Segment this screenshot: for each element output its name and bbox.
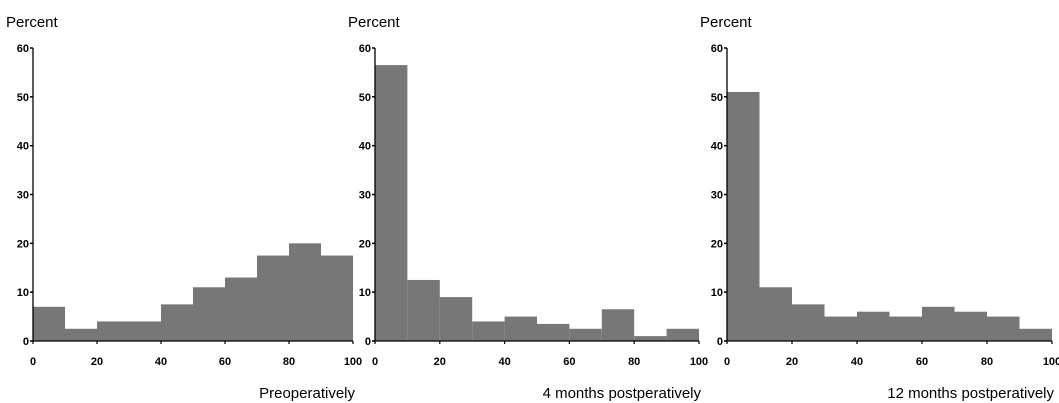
bar (129, 321, 161, 341)
y-tick-label: 30 (359, 190, 371, 202)
y-tick-label: 20 (17, 238, 29, 250)
y-tick-label: 60 (17, 43, 29, 55)
bar (857, 311, 890, 341)
y-tick-label: 10 (711, 287, 723, 299)
y-tick-label: 10 (359, 287, 371, 299)
bar (97, 321, 129, 341)
y-axis-label: Percent (348, 14, 401, 31)
y-tick-label: 50 (17, 92, 29, 104)
bar (472, 321, 505, 341)
y-tick-label: 10 (17, 287, 29, 299)
bar (65, 328, 97, 341)
bar (792, 304, 825, 341)
chart-panel-3: 0 10 20 30 40 50 60 0 20 40 60 80 100 Percent 12 month… (700, 14, 1059, 402)
bar (601, 309, 635, 341)
bar (987, 316, 1020, 341)
chart-panel-2: 0 10 20 30 40 50 60 0 20 40 60 80 100 Percent 4 months… (348, 14, 708, 402)
y-tick-label: 60 (711, 43, 723, 55)
x-tick-label: 100 (1043, 356, 1059, 368)
y-tick-label: 40 (359, 141, 371, 153)
x-tick-label: 80 (981, 356, 993, 368)
x-tick-label: 80 (628, 356, 640, 368)
bar (504, 316, 537, 341)
y-tick-label: 40 (711, 141, 723, 153)
bar (759, 287, 792, 341)
x-tick-label: 100 (690, 356, 708, 368)
bar (824, 316, 857, 341)
x-tick-label: 20 (786, 356, 798, 368)
y-tick-label: 0 (717, 336, 723, 348)
y-axis-label: Percent (700, 14, 753, 31)
bar (634, 336, 667, 341)
bar (33, 306, 65, 341)
x-axis-label: Preoperatively (259, 385, 355, 402)
bar (569, 328, 602, 341)
x-tick-label: 40 (155, 356, 167, 368)
y-tick-label: 0 (365, 336, 371, 348)
bar (289, 243, 321, 341)
bar (257, 255, 289, 341)
bar (225, 277, 257, 341)
bar (889, 316, 922, 341)
chart-panel-1: 0 10 20 30 40 50 60 0 20 40 60 80 100 Percent Preopera… (6, 14, 362, 402)
x-tick-label: 20 (91, 356, 103, 368)
x-axis-label: 12 months postperatively (887, 385, 1054, 402)
bar (922, 306, 955, 341)
bar (321, 255, 353, 341)
x-tick-label: 0 (30, 356, 36, 368)
bar (375, 65, 408, 341)
bar (954, 311, 987, 341)
x-tick-label: 60 (916, 356, 928, 368)
bar (1019, 328, 1052, 341)
y-tick-label: 60 (359, 43, 371, 55)
y-tick-label: 20 (359, 238, 371, 250)
bar (439, 297, 473, 341)
x-tick-label: 40 (851, 356, 863, 368)
y-tick-label: 30 (711, 190, 723, 202)
bar (193, 287, 225, 341)
x-tick-label: 20 (434, 356, 446, 368)
x-tick-label: 0 (372, 356, 378, 368)
x-tick-label: 40 (498, 356, 510, 368)
x-tick-label: 0 (724, 356, 730, 368)
y-axis-label: Percent (6, 14, 59, 31)
y-tick-label: 20 (711, 238, 723, 250)
bar (407, 279, 440, 341)
y-tick-label: 40 (17, 141, 29, 153)
x-tick-label: 80 (283, 356, 295, 368)
bar (537, 323, 570, 341)
bar (161, 304, 193, 341)
bar (666, 328, 699, 341)
x-tick-label: 60 (563, 356, 575, 368)
y-tick-label: 0 (23, 336, 29, 348)
x-tick-label: 60 (219, 356, 231, 368)
x-tick-label: 100 (344, 356, 362, 368)
bar (727, 91, 760, 341)
y-tick-label: 50 (711, 92, 723, 104)
x-axis-label: 4 months postperatively (543, 385, 702, 402)
y-tick-label: 50 (359, 92, 371, 104)
y-tick-label: 30 (17, 190, 29, 202)
